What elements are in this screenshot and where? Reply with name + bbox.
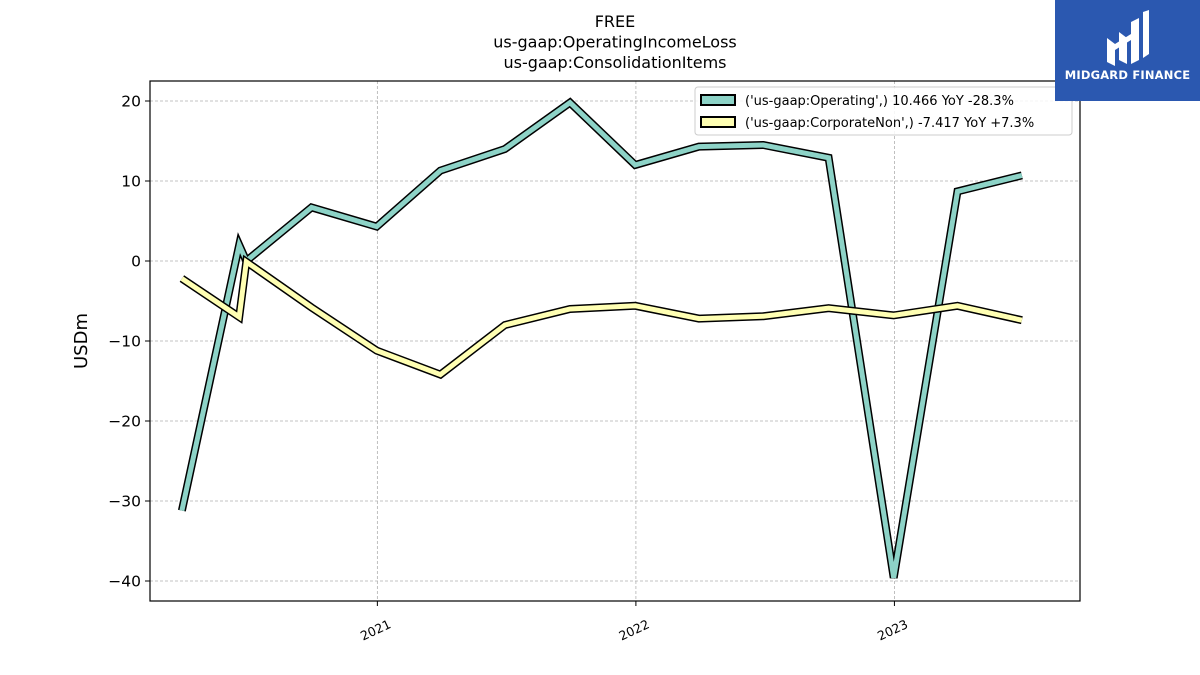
y-axis: 20 10 0 −10 −20 −30 −40 <box>108 93 150 591</box>
series-lines <box>177 97 1023 579</box>
y-tick-label: −30 <box>108 493 141 511</box>
y-tick-label: −10 <box>108 333 141 351</box>
y-tick-label: 0 <box>131 253 141 271</box>
y-axis-label: USDm <box>71 313 92 369</box>
logo-text: MIDGARD FINANCE <box>1064 68 1191 82</box>
legend-swatch <box>700 116 736 128</box>
series-1-line <box>180 257 1023 378</box>
series-1-outline <box>179 254 1023 380</box>
legend-label: ('us-gaap:CorporateNon',) -7.417 YoY +7.… <box>745 116 1034 131</box>
y-tick-label: 10 <box>121 173 141 191</box>
legend-box <box>694 86 1073 136</box>
legend-swatch <box>700 94 736 106</box>
y-tick-label: −20 <box>108 413 141 431</box>
y-tick-label: −40 <box>108 573 141 591</box>
x-tick-label: 2023 <box>875 616 910 643</box>
midgard-finance-logo: MIDGARD FINANCE <box>1055 0 1200 101</box>
title-line: FREE <box>595 12 636 31</box>
legend: ('us-gaap:Operating',) 10.466 YoY -28.3%… <box>694 86 1073 136</box>
x-tick-label: 2021 <box>358 616 393 643</box>
grid-lines <box>150 81 1080 601</box>
series-0-line <box>179 99 1023 579</box>
title-line: us-gaap:OperatingIncomeLoss <box>493 33 737 52</box>
series-0-outline <box>177 97 1023 579</box>
y-tick-label: 20 <box>121 93 141 111</box>
chart-title: FREE us-gaap:OperatingIncomeLossus-gaap:C… <box>493 12 737 72</box>
x-tick-label: 2022 <box>616 616 651 643</box>
x-axis: 2021 2022 2023 <box>358 601 910 643</box>
title-line: us-gaap:ConsolidationItems <box>503 53 726 72</box>
legend-label: ('us-gaap:Operating',) 10.466 YoY -28.3% <box>745 94 1014 109</box>
logo-mark-icon <box>1107 10 1149 66</box>
